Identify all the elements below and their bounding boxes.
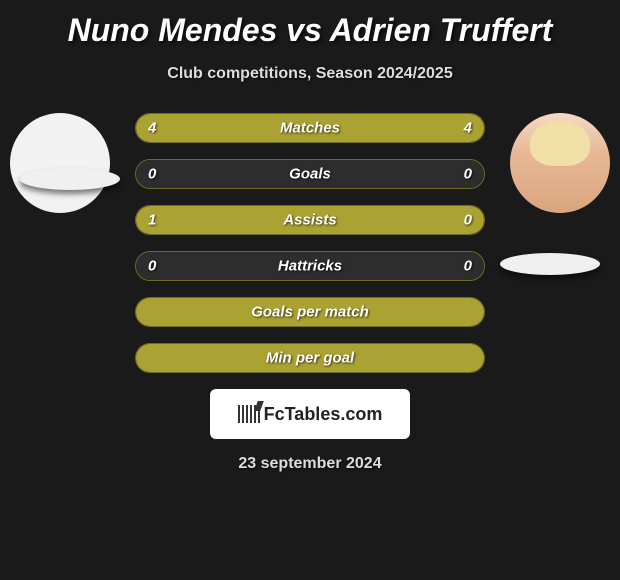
stat-value-right: 0: [464, 166, 472, 183]
comparison-title: Nuno Mendes vs Adrien Truffert: [0, 0, 620, 49]
stat-label: Hattricks: [278, 258, 342, 275]
bar-left-fill: [136, 206, 397, 234]
stat-row: Min per goal: [135, 343, 485, 373]
stat-value-left: 4: [148, 120, 156, 137]
fctables-logo: FcTables.com: [210, 389, 410, 439]
stat-row: Goals 0 0: [135, 159, 485, 189]
stat-row: Goals per match: [135, 297, 485, 327]
stat-value-right: 4: [464, 120, 472, 137]
stat-row: Matches 4 4: [135, 113, 485, 143]
date-label: 23 september 2024: [0, 455, 620, 473]
stat-label: Assists: [283, 212, 336, 229]
player-right-avatar: [510, 113, 610, 213]
player-right-shadow: [500, 253, 600, 275]
stat-label: Goals: [289, 166, 331, 183]
stat-label: Matches: [280, 120, 340, 137]
stat-label: Goals per match: [251, 304, 369, 321]
stat-value-left: 1: [148, 212, 156, 229]
stat-row: Assists 1 0: [135, 205, 485, 235]
subtitle: Club competitions, Season 2024/2025: [0, 65, 620, 83]
stat-label: Min per goal: [266, 350, 354, 367]
stat-value-right: 0: [464, 212, 472, 229]
stat-row: Hattricks 0 0: [135, 251, 485, 281]
fctables-text: FcTables.com: [264, 404, 383, 425]
fctables-icon: [238, 405, 260, 423]
stats-bars: Matches44Goals00Assists10Hattricks00Goal…: [135, 113, 485, 373]
player-left-shadow: [20, 168, 120, 190]
stats-area: Matches44Goals00Assists10Hattricks00Goal…: [0, 113, 620, 373]
stat-value-left: 0: [148, 166, 156, 183]
stat-value-left: 0: [148, 258, 156, 275]
stat-value-right: 0: [464, 258, 472, 275]
player-left-avatar: [10, 113, 110, 213]
